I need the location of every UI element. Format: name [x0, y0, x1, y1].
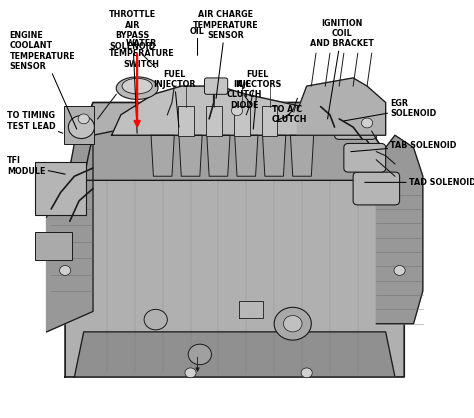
Circle shape: [60, 265, 71, 275]
Circle shape: [274, 307, 311, 340]
FancyBboxPatch shape: [206, 106, 222, 136]
Circle shape: [68, 116, 94, 138]
FancyBboxPatch shape: [344, 143, 386, 172]
Text: EGR
SOLENOID: EGR SOLENOID: [344, 99, 437, 121]
Ellipse shape: [122, 78, 152, 94]
Text: IGNITION
COIL
AND BRACKET: IGNITION COIL AND BRACKET: [310, 18, 374, 119]
FancyBboxPatch shape: [64, 106, 94, 144]
FancyBboxPatch shape: [353, 172, 400, 205]
Polygon shape: [297, 78, 386, 135]
Circle shape: [283, 316, 302, 332]
Polygon shape: [207, 135, 230, 176]
Text: WATER
TEMPERATURE
SWITCH: WATER TEMPERATURE SWITCH: [109, 39, 174, 69]
Text: TFI
MODULE: TFI MODULE: [7, 156, 65, 176]
Text: TO TIMING
TEST LEAD: TO TIMING TEST LEAD: [7, 111, 63, 133]
FancyBboxPatch shape: [234, 106, 249, 136]
Text: TAD SOLENOID: TAD SOLENOID: [365, 178, 474, 187]
Polygon shape: [74, 332, 395, 377]
FancyBboxPatch shape: [335, 111, 376, 139]
Circle shape: [78, 114, 89, 124]
Circle shape: [231, 106, 243, 116]
Text: A/C
CLUTCH
DIODE: A/C CLUTCH DIODE: [226, 80, 262, 110]
Text: THROTTLE
AIR
BYPASS
SOLENOID: THROTTLE AIR BYPASS SOLENOID: [109, 10, 156, 133]
FancyBboxPatch shape: [178, 106, 194, 136]
Text: TAB SOLENOID: TAB SOLENOID: [351, 141, 456, 152]
Polygon shape: [235, 135, 258, 176]
Circle shape: [362, 118, 373, 128]
Polygon shape: [263, 135, 286, 176]
FancyBboxPatch shape: [262, 106, 277, 136]
Polygon shape: [291, 135, 314, 176]
Circle shape: [394, 265, 405, 275]
Circle shape: [144, 309, 167, 330]
Circle shape: [301, 368, 312, 378]
Polygon shape: [239, 301, 263, 318]
FancyBboxPatch shape: [35, 232, 72, 260]
Polygon shape: [151, 135, 174, 176]
Polygon shape: [179, 135, 202, 176]
Text: ENGINE
COOLANT
TEMPERATURE
SENSOR: ENGINE COOLANT TEMPERATURE SENSOR: [9, 31, 77, 129]
Text: FUEL
INJECTORS: FUEL INJECTORS: [234, 70, 282, 129]
Polygon shape: [46, 119, 93, 332]
Text: TO A/C
CLUTCH: TO A/C CLUTCH: [272, 104, 307, 124]
Polygon shape: [111, 86, 339, 135]
FancyBboxPatch shape: [35, 162, 86, 215]
Polygon shape: [84, 115, 386, 180]
FancyBboxPatch shape: [204, 78, 228, 94]
Polygon shape: [376, 135, 423, 324]
Circle shape: [185, 368, 196, 378]
Circle shape: [188, 344, 211, 364]
Polygon shape: [65, 102, 404, 377]
Text: AIR CHARGE
TEMPERATURE
SENSOR: AIR CHARGE TEMPERATURE SENSOR: [192, 10, 258, 98]
Text: FUEL
INJECTOR: FUEL INJECTOR: [153, 70, 196, 127]
Text: OIL: OIL: [190, 27, 205, 56]
Ellipse shape: [116, 77, 158, 99]
